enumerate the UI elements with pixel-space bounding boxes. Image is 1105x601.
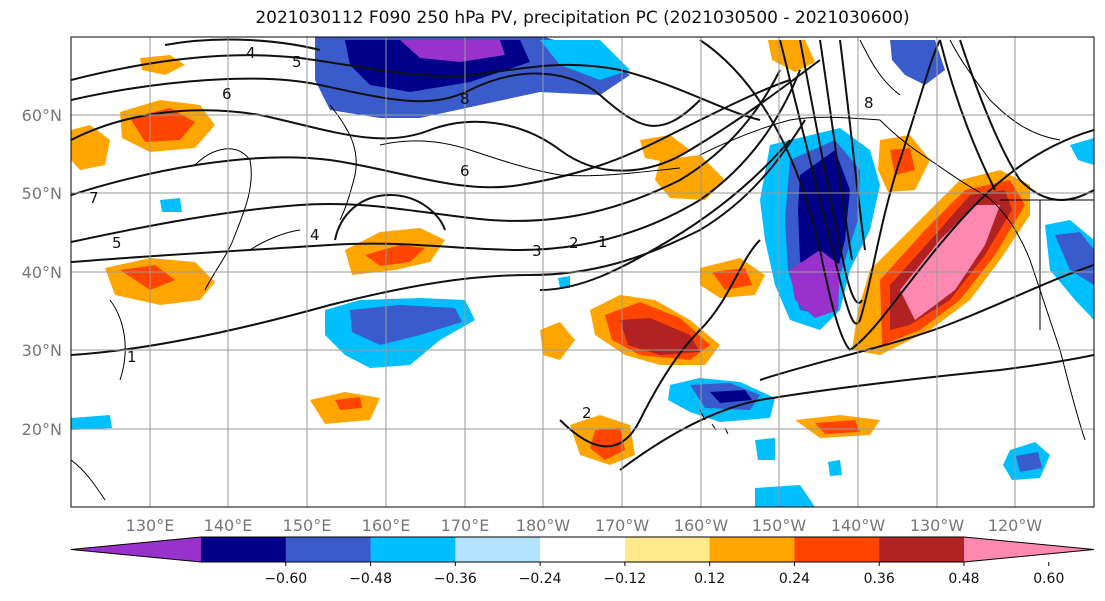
contour-label: 2 <box>582 404 592 422</box>
lon-label: 140°W <box>831 516 886 535</box>
lat-label: 30°N <box>22 341 62 360</box>
lat-label: 40°N <box>22 263 62 282</box>
contour-label: 5 <box>292 53 302 71</box>
lon-label: 160°W <box>674 516 729 535</box>
contour-label: 7 <box>89 189 99 207</box>
contour-label: 1 <box>598 233 608 251</box>
contour-label: 8 <box>864 94 874 112</box>
lon-label: 130°W <box>910 516 965 535</box>
colorbar-tick-label: −0.60 <box>264 571 307 587</box>
colorbar-outline <box>70 536 1095 563</box>
longitude-labels: 130°E 140°E 150°E 160°E 170°E 180°W 170°… <box>126 516 1043 535</box>
colorbar-swatches <box>70 536 1095 563</box>
lat-label: 20°N <box>22 420 62 439</box>
lat-label: 50°N <box>22 184 62 203</box>
colorbar-tick-label: −0.12 <box>603 571 646 587</box>
lon-label: 150°E <box>283 516 332 535</box>
contour-label: 1 <box>127 348 137 366</box>
colorbar-tick-label: 0.48 <box>948 571 979 587</box>
colorbar-swatch <box>201 537 287 562</box>
lon-label: 180°W <box>516 516 571 535</box>
colorbar-swatch <box>455 537 541 562</box>
contour-label: 6 <box>222 85 232 103</box>
colorbar-swatch <box>624 537 711 562</box>
colorbar-tick-label: 0.24 <box>779 571 810 587</box>
contour-label: 5 <box>112 234 122 252</box>
colorbar-tick-label: 0.60 <box>1033 571 1064 587</box>
contour-label: 6 <box>460 162 470 180</box>
colorbar-extend-high <box>964 537 1094 562</box>
colorbar-tick-label: 0.36 <box>864 571 895 587</box>
colorbar-swatch <box>794 537 880 562</box>
colorbar-ticks: −0.60 −0.48 −0.36 −0.24 −0.12 0.12 0.24 0.36 0.4… <box>264 562 1064 587</box>
pv-contours <box>71 38 1094 471</box>
lon-label: 170°W <box>595 516 650 535</box>
lon-label: 120°W <box>988 516 1043 535</box>
colorbar-tick-label: −0.24 <box>519 571 562 587</box>
colorbar-swatch <box>709 537 795 562</box>
colorbar-extend-low <box>71 537 201 562</box>
lat-label: 60°N <box>22 106 62 125</box>
map-frame <box>70 36 1095 508</box>
lon-label: 140°E <box>204 516 253 535</box>
colorbar-swatch <box>879 537 965 562</box>
colorbar-swatch <box>370 537 456 562</box>
colorbar-tick-label: −0.48 <box>349 571 392 587</box>
lon-label: 170°E <box>441 516 490 535</box>
colorbar-swatch <box>285 537 372 562</box>
colorbar-swatch <box>540 537 626 562</box>
lon-label: 130°E <box>126 516 175 535</box>
coastlines <box>71 39 1094 501</box>
colorbar-tick-label: 0.12 <box>694 571 725 587</box>
contour-label: 4 <box>310 226 320 244</box>
map-title: 2021030112 F090 250 hPa PV, precipitatio… <box>255 8 910 28</box>
lon-label: 160°E <box>362 516 411 535</box>
contour-label: 4 <box>246 44 256 62</box>
latitude-labels: 60°N 50°N 40°N 30°N 20°N <box>22 106 62 439</box>
contour-label: 8 <box>460 90 470 108</box>
pv-contour-labels: 4 5 6 8 8 6 7 4 5 3 2 1 1 2 <box>89 44 874 422</box>
contour-label: 2 <box>569 234 579 252</box>
lon-label: 150°W <box>752 516 807 535</box>
colorbar: −0.60 −0.48 −0.36 −0.24 −0.12 0.12 0.24 0.36 0.4… <box>70 536 1095 587</box>
map-panel: 4 5 6 8 8 6 7 4 5 3 2 1 1 2 <box>70 36 1095 508</box>
contour-label: 3 <box>532 242 542 260</box>
graticule <box>71 37 1094 507</box>
colorbar-tick-label: −0.36 <box>434 571 477 587</box>
